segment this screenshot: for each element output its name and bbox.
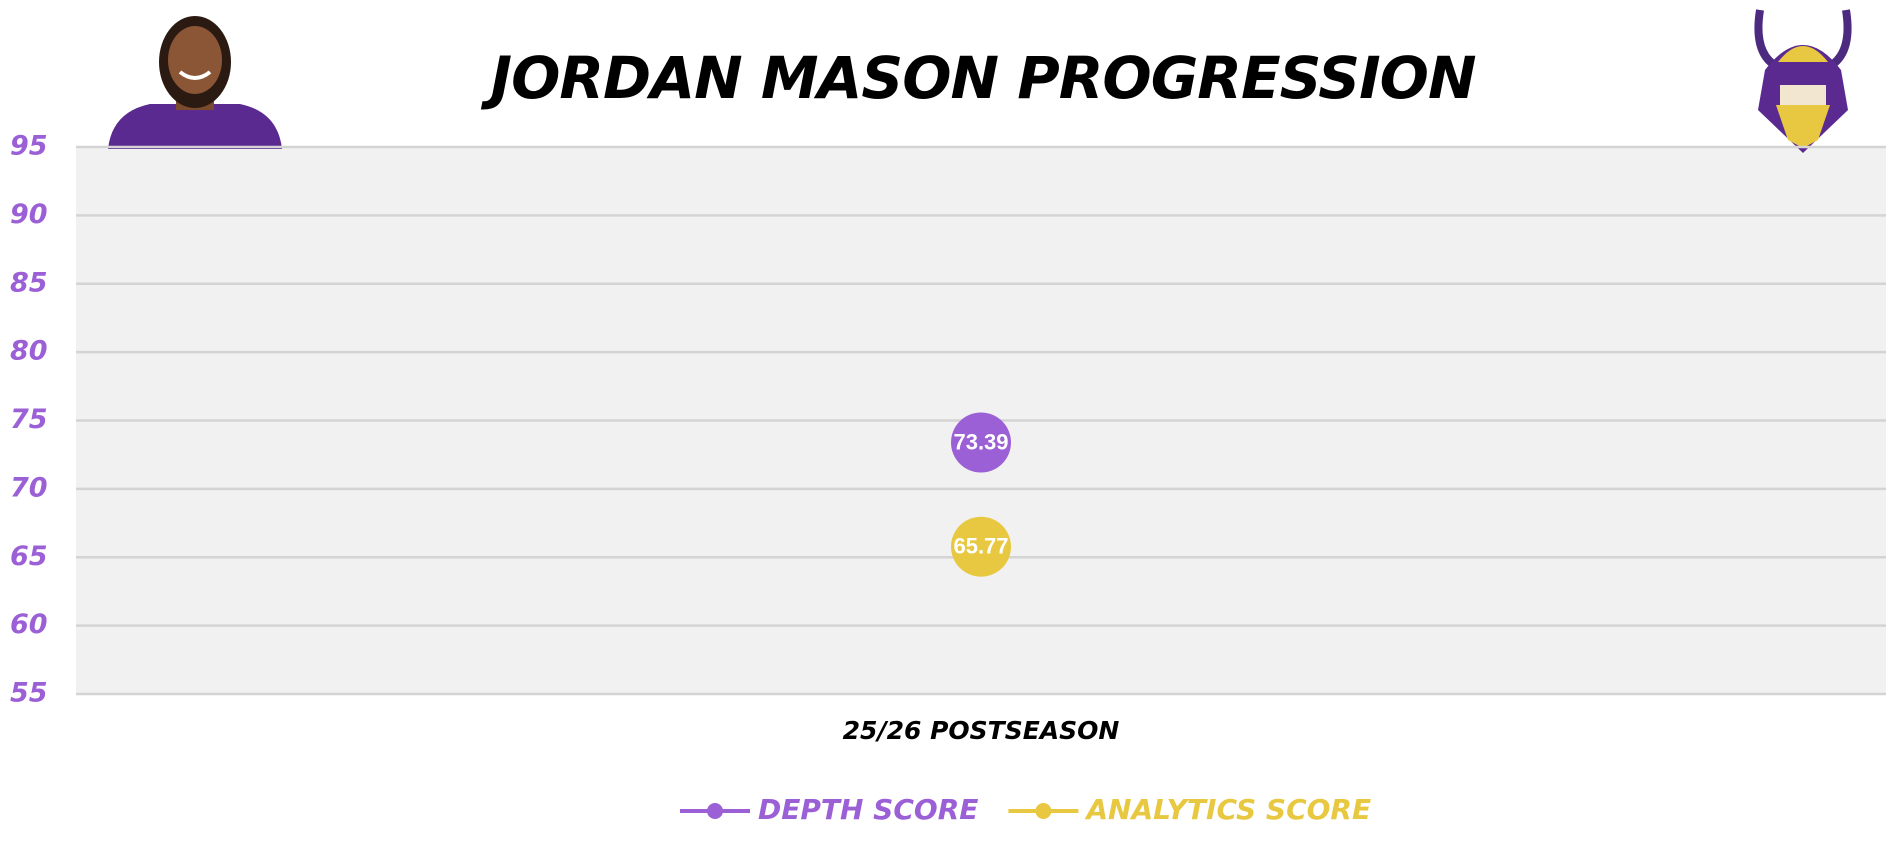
legend-label: ANALYTICS SCORE (1084, 793, 1371, 826)
legend-label: DEPTH SCORE (758, 793, 978, 826)
y-tick-label: 95 (10, 131, 48, 162)
team-logo (1754, 9, 1852, 153)
x-tick-label: 25/26 POSTSEASON (843, 716, 1120, 745)
y-tick-label: 75 (10, 404, 48, 435)
y-tick-label: 80 (10, 336, 48, 367)
y-tick-label: 55 (10, 678, 48, 709)
y-tick-label: 65 (10, 541, 48, 572)
value-label: 65.77 (953, 534, 1008, 559)
legend-marker (707, 803, 723, 819)
y-tick-label: 90 (10, 199, 48, 230)
legend-marker (1035, 803, 1052, 819)
value-label: 73.39 (953, 429, 1008, 454)
data-point (951, 516, 1011, 577)
y-tick-label: 85 (10, 267, 48, 298)
y-tick-label: 70 (10, 472, 48, 503)
data-point (951, 412, 1011, 473)
chart-title: JORDAN MASON PROGRESSION (481, 44, 1476, 112)
player-photo (108, 16, 282, 149)
y-tick-label: 60 (10, 609, 48, 640)
